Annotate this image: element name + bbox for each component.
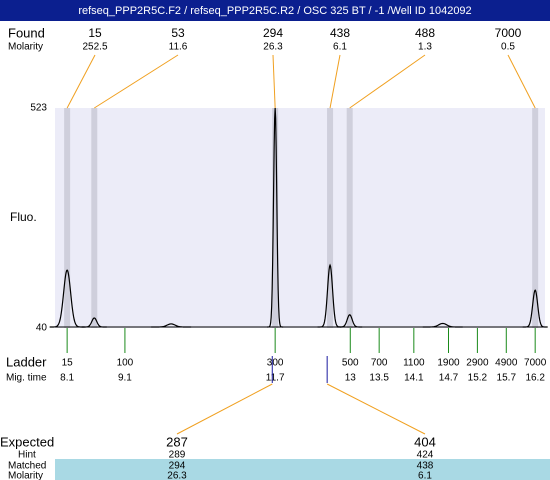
molarity-label: Molarity <box>8 42 43 53</box>
header-bar <box>0 0 550 21</box>
found-size: 488 <box>415 26 435 40</box>
expected-matched: 294 <box>169 461 186 472</box>
ladder-time: 14.7 <box>439 373 459 384</box>
found-molarity: 26.3 <box>263 42 283 53</box>
found-size: 15 <box>88 26 102 40</box>
expected-connector <box>176 383 273 435</box>
found-connector <box>94 54 179 109</box>
plot-area <box>55 108 545 328</box>
peak-band <box>346 108 353 328</box>
ladder-time: 11.7 <box>266 373 285 384</box>
expected-hint: 424 <box>417 450 434 461</box>
expected-matched: 438 <box>417 461 434 472</box>
peak <box>522 289 548 328</box>
ladder-size: 2900 <box>466 358 489 369</box>
ladder-size: 1100 <box>403 358 425 369</box>
ladder-time: 9.1 <box>118 373 132 384</box>
expected-size: 404 <box>414 434 436 449</box>
expected-size: 287 <box>166 434 188 449</box>
expected-molarity: 6.1 <box>418 471 432 480</box>
y-tick-label: 40 <box>36 323 48 334</box>
ladder-label: Ladder <box>6 354 47 369</box>
found-size: 438 <box>330 26 350 40</box>
peak-band <box>532 108 539 328</box>
ladder-size: 100 <box>117 358 134 369</box>
found-size: 7000 <box>495 26 522 40</box>
found-molarity: 11.6 <box>169 42 188 53</box>
peak-band <box>91 108 98 328</box>
expected-molarity: 26.3 <box>167 471 187 480</box>
y-tick-label: 523 <box>30 103 47 114</box>
ladder-size: 15 <box>62 358 74 369</box>
ladder-size: 4900 <box>495 358 518 369</box>
ladder-time: 13.5 <box>369 373 389 384</box>
found-connector <box>272 54 276 109</box>
peak-band <box>64 108 71 328</box>
found-label: Found <box>8 25 45 40</box>
found-molarity: 252.5 <box>82 42 107 53</box>
peak <box>151 323 192 328</box>
ladder-time: 14.1 <box>404 373 424 384</box>
ladder-time: 13 <box>345 373 357 384</box>
ladder-size: 7000 <box>524 358 547 369</box>
ladder-time: 15.2 <box>468 373 488 384</box>
found-connector <box>329 54 341 109</box>
found-connector <box>507 54 536 109</box>
mig-time-label: Mig. time <box>6 373 47 384</box>
ladder-size: 300 <box>267 358 284 369</box>
ladder-size: 700 <box>371 358 388 369</box>
found-connector <box>349 54 426 109</box>
peak-band <box>327 108 334 328</box>
found-connector <box>66 54 96 109</box>
ladder-size: 500 <box>342 358 359 369</box>
matched-row-bg <box>55 459 550 480</box>
ladder-time: 8.1 <box>60 373 74 384</box>
peak-band <box>272 108 279 328</box>
expected-hint: 289 <box>169 450 186 461</box>
matched-label: Matched <box>8 461 46 472</box>
found-size: 53 <box>171 26 185 40</box>
ladder-time: 15.7 <box>497 373 517 384</box>
hint-label: Hint <box>18 450 36 461</box>
expected-connector <box>326 383 426 435</box>
peak <box>337 314 363 328</box>
fluo-label: Fluo. <box>10 210 37 224</box>
found-molarity: 1.3 <box>418 42 432 53</box>
expected-label: Expected <box>0 434 54 449</box>
ladder-size: 1900 <box>437 358 460 369</box>
molarity-row-label: Molarity <box>8 471 43 480</box>
ladder-time: 16.2 <box>525 373 545 384</box>
peak <box>422 322 463 328</box>
found-size: 294 <box>263 26 283 40</box>
found-molarity: 0.5 <box>501 42 515 53</box>
peak <box>81 317 107 328</box>
peak <box>49 269 85 328</box>
header-title: refseq_PPP2R5C.F2 / refseq_PPP2R5C.R2 / … <box>78 5 471 17</box>
found-molarity: 6.1 <box>333 42 347 53</box>
